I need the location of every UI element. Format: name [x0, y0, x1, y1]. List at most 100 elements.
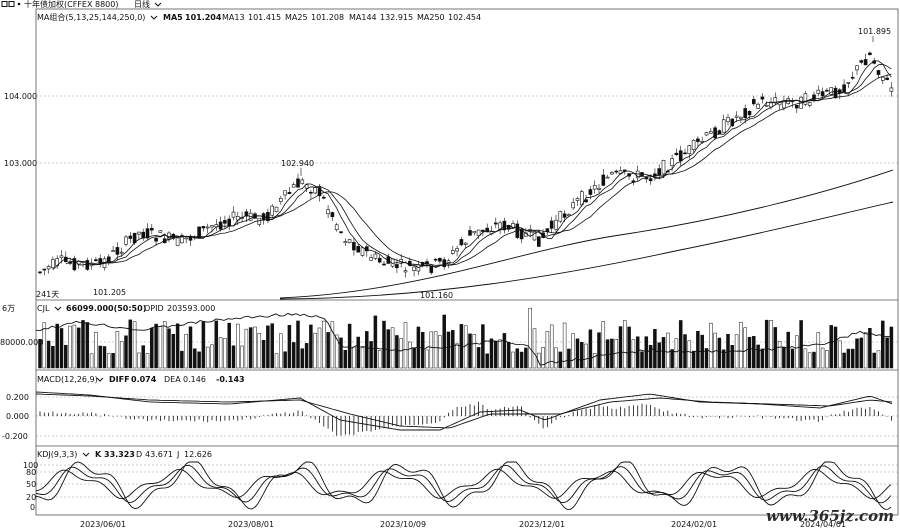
- candle-body: [459, 239, 464, 246]
- chevron-down-icon[interactable]: [96, 377, 104, 382]
- volume-bar: [377, 350, 382, 369]
- candle-body: [119, 251, 124, 254]
- chevron-down-icon[interactable]: [82, 452, 90, 457]
- volume-bar: [257, 333, 262, 369]
- candle-body: [833, 87, 838, 99]
- macd-bar: [658, 408, 660, 416]
- candle-body: [803, 93, 808, 105]
- candle-body: [880, 76, 885, 81]
- macd-bar: [349, 416, 350, 435]
- macd-bar: [852, 409, 854, 416]
- ma144-value: 132.915: [380, 13, 413, 22]
- volume-bar: [717, 337, 722, 369]
- macd-bar: [91, 412, 92, 416]
- candle-body: [644, 177, 649, 180]
- volume-bar: [175, 323, 180, 369]
- candle-body: [816, 89, 821, 94]
- macd-bar: [817, 416, 819, 422]
- ma13-label: MA13: [222, 13, 245, 22]
- macd-bar: [220, 416, 221, 422]
- macd-bar: [439, 416, 441, 422]
- candle-body: [201, 226, 206, 229]
- macd-indicator-name[interactable]: MACD(12,26,9): [37, 375, 98, 384]
- candle-body: [889, 87, 894, 92]
- macd-bar: [160, 416, 161, 421]
- macd-bar: [129, 416, 131, 420]
- macd-bar: [203, 416, 204, 422]
- volume-bar: [592, 353, 597, 369]
- candle-body: [407, 260, 412, 266]
- volume-bar: [150, 328, 154, 369]
- macd-bar: [164, 416, 166, 420]
- macd-bar: [117, 415, 118, 417]
- macd-bar: [112, 416, 114, 417]
- volume-bar: [623, 320, 627, 369]
- macd-bar: [641, 403, 643, 416]
- candle-body: [46, 266, 51, 270]
- volume-bar: [89, 353, 94, 369]
- macd-bar: [293, 412, 295, 416]
- macd-bar: [396, 416, 398, 427]
- volume-bar: [167, 328, 171, 369]
- candle-body: [274, 206, 279, 212]
- volume-bar: [360, 347, 365, 369]
- volume-bar: [85, 322, 90, 369]
- ma-indicator-name[interactable]: MA组合(5,13,25,144,250,0): [37, 12, 145, 22]
- chevron-down-icon[interactable]: [154, 2, 162, 7]
- macd-bar: [697, 416, 699, 417]
- macd-bar: [839, 413, 841, 416]
- chevron-down-icon[interactable]: [150, 15, 158, 20]
- macd-bar: [297, 410, 299, 416]
- period-label[interactable]: 日线: [134, 0, 150, 9]
- macd-bar: [547, 416, 548, 428]
- candle-body: [485, 227, 490, 233]
- macd-bar: [762, 416, 763, 419]
- macd-bar: [151, 416, 153, 420]
- volume-bar: [747, 336, 752, 369]
- macd-bar: [848, 411, 849, 416]
- macd-bar: [276, 413, 277, 416]
- j-value: 12.626: [184, 450, 212, 459]
- macd-tick-label: 0.000: [6, 412, 29, 421]
- volume-bar: [476, 347, 481, 369]
- macd-bar: [198, 416, 200, 420]
- volume-bar: [678, 320, 683, 369]
- candle-body: [412, 266, 416, 271]
- macd-bar: [323, 416, 325, 427]
- volume-bar: [451, 330, 455, 369]
- candle-body: [72, 258, 77, 271]
- candle-body: [829, 87, 834, 95]
- grid-icon[interactable]: [1, 1, 15, 7]
- kdj-indicator-name[interactable]: KDJ(9,3,3): [37, 450, 77, 459]
- macd-bar: [482, 404, 484, 416]
- candle-body: [863, 59, 868, 66]
- macd-bar: [637, 405, 639, 416]
- candle-body: [339, 231, 343, 233]
- volume-bar: [386, 329, 391, 369]
- macd-bar: [792, 416, 793, 418]
- macd-bar: [340, 416, 342, 436]
- macd-bar: [830, 414, 832, 416]
- ma250-line: [279, 201, 894, 300]
- volume-bar: [782, 347, 786, 369]
- candle-body: [180, 234, 184, 244]
- macd-bar: [314, 416, 316, 420]
- volume-indicator-name[interactable]: CJL: [37, 304, 50, 313]
- volume-bar: [730, 345, 735, 369]
- candle-body: [734, 115, 739, 118]
- dea-value: 0.146: [183, 375, 206, 384]
- macd-bar: [719, 416, 720, 419]
- volume-bar: [137, 352, 141, 369]
- macd-bar: [142, 416, 144, 420]
- volume-bar: [283, 351, 287, 369]
- volume-bar: [816, 332, 821, 369]
- volume-bar: [726, 334, 730, 369]
- macd-bar: [147, 416, 148, 422]
- volume-bar: [313, 332, 317, 369]
- chevron-down-icon[interactable]: [54, 306, 62, 311]
- macd-bar: [645, 404, 647, 416]
- ma25-value: 101.208: [311, 13, 344, 22]
- volume-bar: [795, 335, 799, 369]
- macd-bar: [366, 416, 368, 431]
- candle-body: [687, 145, 692, 155]
